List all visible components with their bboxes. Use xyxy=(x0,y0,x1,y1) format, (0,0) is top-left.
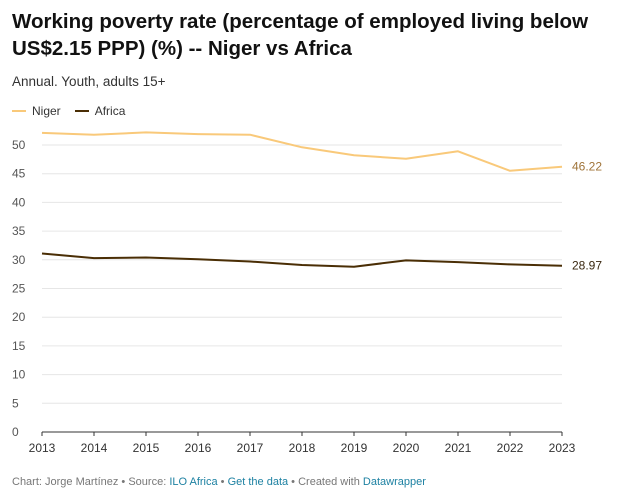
y-tick-label: 0 xyxy=(12,425,19,439)
x-tick-label: 2022 xyxy=(497,441,524,455)
line-chart: 0 5 10 15 20 25 30 35 40 45 50 2013 2014 2015 2016 2017… xyxy=(12,131,602,455)
legend: Niger Africa xyxy=(12,104,139,118)
y-tick-label: 45 xyxy=(12,167,26,181)
legend-swatch-africa xyxy=(74,110,89,112)
footer-sep: • xyxy=(217,476,228,488)
y-tick-label: 35 xyxy=(12,224,26,238)
footer: Chart: Jorge Martínez • Source: ILO Afri… xyxy=(12,476,426,488)
footer-sep-source: • Source: xyxy=(118,476,170,488)
legend-label-niger: Niger xyxy=(32,104,61,118)
series-line-niger xyxy=(41,131,563,172)
x-tick-label: 2018 xyxy=(289,441,316,455)
end-label-niger: 46.22 xyxy=(572,160,602,174)
x-tick-label: 2016 xyxy=(185,441,212,455)
chart-title: Working poverty rate (percentage of empl… xyxy=(12,10,589,60)
chart-subtitle: Annual. Youth, adults 15+ xyxy=(12,74,166,89)
x-tick-label: 2023 xyxy=(549,441,576,455)
source-link[interactable]: ILO Africa xyxy=(169,476,218,488)
x-tick-label: 2020 xyxy=(393,441,420,455)
legend-label-africa: Africa xyxy=(94,104,126,118)
y-tick-label: 50 xyxy=(12,138,26,152)
x-tick-label: 2021 xyxy=(445,441,472,455)
y-tick-label: 25 xyxy=(12,282,26,296)
y-tick-label: 20 xyxy=(12,310,26,324)
datawrapper-link[interactable]: Datawrapper xyxy=(362,476,426,488)
x-tick-label: 2015 xyxy=(133,441,160,455)
legend-swatch-niger xyxy=(12,110,26,112)
series-line-africa xyxy=(41,252,563,268)
x-tick-label: 2013 xyxy=(29,441,56,455)
legend-item-africa: Africa xyxy=(74,104,126,118)
y-tick-label: 10 xyxy=(12,368,26,382)
y-tick-label: 40 xyxy=(12,195,26,209)
y-tick-label: 30 xyxy=(12,253,26,267)
x-tick-label: 2014 xyxy=(81,441,108,455)
get-data-link[interactable]: Get the data xyxy=(227,476,289,488)
footer-credit: Chart: Jorge Martínez xyxy=(12,476,119,488)
legend-item-niger: Niger xyxy=(12,104,61,118)
x-tick-label: 2019 xyxy=(341,441,368,455)
y-tick-label: 15 xyxy=(12,339,26,353)
y-tick-label: 5 xyxy=(12,396,19,410)
end-label-africa: 28.97 xyxy=(572,259,602,273)
footer-sep-created: • Created with xyxy=(288,476,363,488)
x-tick-label: 2017 xyxy=(237,441,264,455)
